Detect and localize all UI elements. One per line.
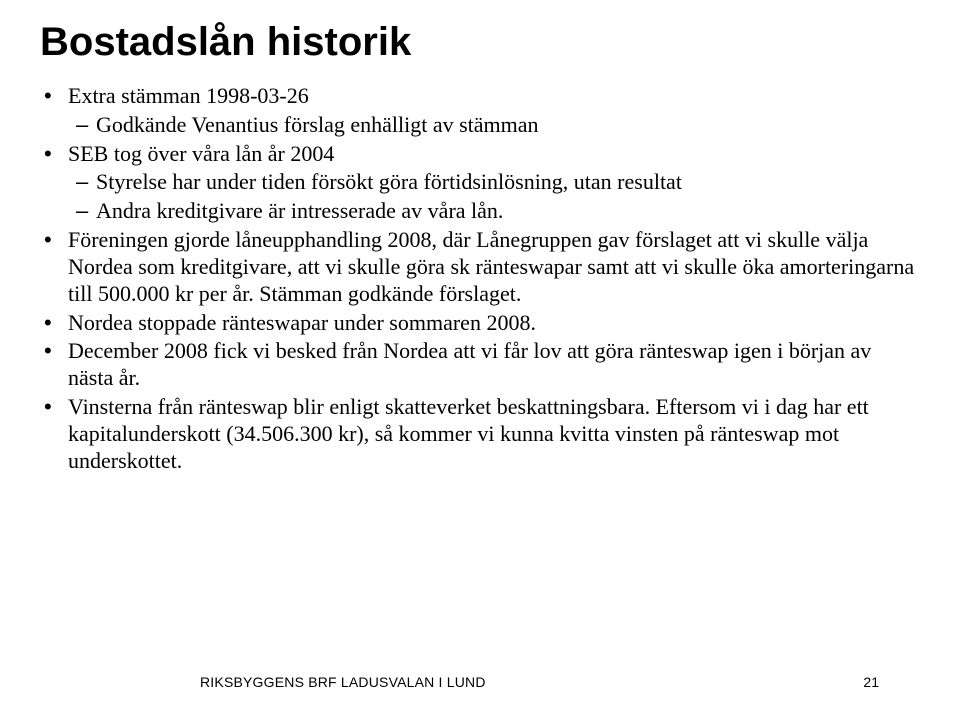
bullet-text: Extra stämman 1998-03-26 bbox=[68, 83, 309, 108]
bullet-text: Andra kreditgivare är intresserade av vå… bbox=[96, 198, 503, 223]
list-item: Godkände Venantius förslag enhälligt av … bbox=[68, 112, 919, 139]
bullet-text: Föreningen gjorde låneupphandling 2008, … bbox=[68, 227, 914, 306]
page-number: 21 bbox=[863, 674, 879, 690]
list-item: Föreningen gjorde låneupphandling 2008, … bbox=[40, 227, 919, 307]
list-item: December 2008 fick vi besked från Nordea… bbox=[40, 338, 919, 392]
bullet-text: Nordea stoppade ränteswapar under sommar… bbox=[68, 310, 536, 335]
bullet-list: Extra stämman 1998-03-26 Godkände Venant… bbox=[40, 83, 919, 475]
sub-list: Godkände Venantius förslag enhälligt av … bbox=[68, 112, 919, 139]
bullet-text: SEB tog över våra lån år 2004 bbox=[68, 141, 334, 166]
list-item: SEB tog över våra lån år 2004 Styrelse h… bbox=[40, 141, 919, 225]
list-item: Vinsterna från ränteswap blir enligt ska… bbox=[40, 394, 919, 474]
footer: RIKSBYGGENS BRF LADUSVALAN I LUND 21 bbox=[0, 674, 959, 690]
sub-list: Styrelse har under tiden försökt göra fö… bbox=[68, 169, 919, 225]
bullet-text: Godkände Venantius förslag enhälligt av … bbox=[96, 112, 539, 137]
slide: Bostadslån historik Extra stämman 1998-0… bbox=[0, 0, 959, 718]
list-item: Extra stämman 1998-03-26 Godkände Venant… bbox=[40, 83, 919, 139]
list-item: Nordea stoppade ränteswapar under sommar… bbox=[40, 310, 919, 337]
bullet-text: December 2008 fick vi besked från Nordea… bbox=[68, 338, 871, 390]
list-item: Andra kreditgivare är intresserade av vå… bbox=[68, 198, 919, 225]
slide-title: Bostadslån historik bbox=[40, 20, 919, 65]
list-item: Styrelse har under tiden försökt göra fö… bbox=[68, 169, 919, 196]
bullet-text: Vinsterna från ränteswap blir enligt ska… bbox=[68, 394, 869, 473]
bullet-text: Styrelse har under tiden försökt göra fö… bbox=[96, 169, 682, 194]
footer-org: RIKSBYGGENS BRF LADUSVALAN I LUND bbox=[200, 674, 486, 690]
